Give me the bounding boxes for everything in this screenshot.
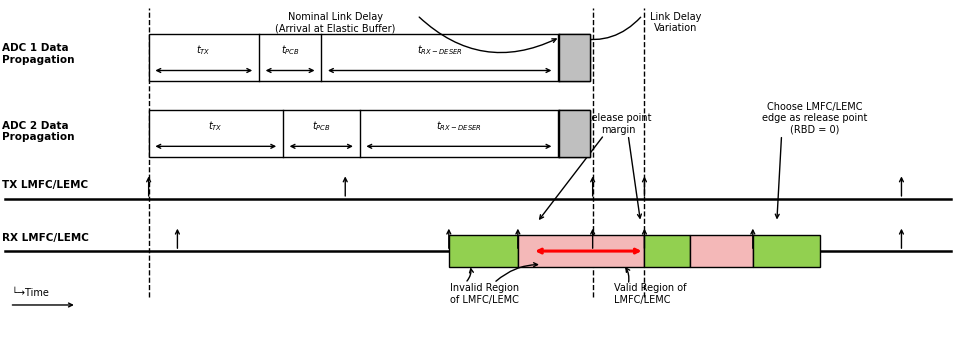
Text: $t_{RX-DESER}$: $t_{RX-DESER}$	[436, 119, 481, 133]
Text: └→Time: └→Time	[12, 288, 49, 298]
Text: $t_{RX-DESER}$: $t_{RX-DESER}$	[417, 43, 462, 57]
Bar	[644, 235, 690, 267]
Text: Link Delay
Variation: Link Delay Variation	[650, 12, 702, 33]
Bar	[149, 34, 590, 81]
Text: Invalid Region
of LMFC/LEMC: Invalid Region of LMFC/LEMC	[450, 283, 519, 305]
Bar	[449, 235, 518, 267]
Text: TX LMFC/LEMC: TX LMFC/LEMC	[2, 180, 88, 190]
Bar	[753, 235, 820, 267]
Text: ADC 1 Data
Propagation: ADC 1 Data Propagation	[2, 43, 75, 65]
Bar	[558, 34, 590, 81]
Text: RX LMFC/LEMC: RX LMFC/LEMC	[2, 233, 89, 243]
Text: $t_{TX}$: $t_{TX}$	[208, 119, 223, 133]
Text: Choose LMFC/LEMC
edge as release point
(RBD = 0): Choose LMFC/LEMC edge as release point (…	[762, 101, 868, 135]
Text: Nominal Link Delay
(Arrival at Elastic Buffer): Nominal Link Delay (Arrival at Elastic B…	[275, 12, 396, 33]
Bar	[558, 110, 590, 157]
Text: $t_{TX}$: $t_{TX}$	[197, 43, 211, 57]
Text: ADC 2 Data
Propagation: ADC 2 Data Propagation	[2, 121, 75, 142]
Bar	[149, 110, 590, 157]
Text: $t_{PCB}$: $t_{PCB}$	[281, 43, 299, 57]
Text: Valid Region of
LMFC/LEMC: Valid Region of LMFC/LEMC	[614, 283, 687, 305]
Text: Release point
margin: Release point margin	[585, 113, 652, 135]
Text: $t_{PCB}$: $t_{PCB}$	[312, 119, 331, 133]
Bar	[690, 235, 753, 267]
Bar	[518, 235, 644, 267]
